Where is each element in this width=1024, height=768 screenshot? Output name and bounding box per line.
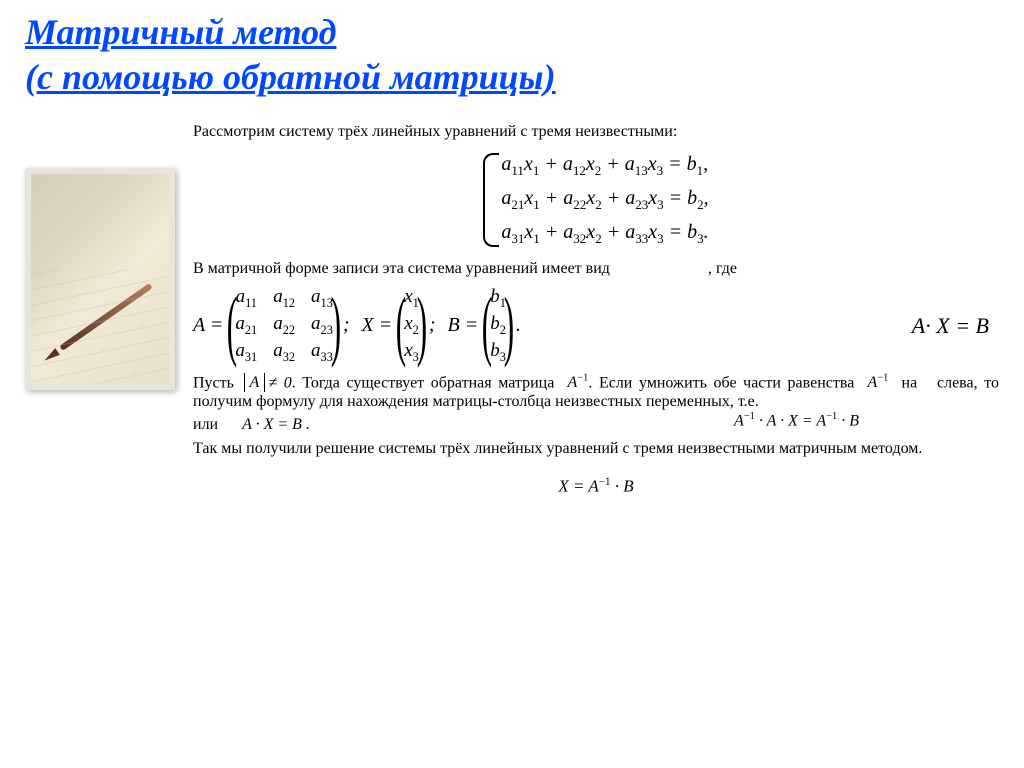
matrix-X: ( x1 x2 x3 ) bbox=[398, 286, 425, 364]
text-body: Рассмотрим систему трёх линейных уравнен… bbox=[193, 118, 999, 497]
system-row-3: a31x1 + a32x2 + a33x3 = b3. bbox=[501, 217, 708, 251]
or-eq: A · X = B . bbox=[242, 416, 310, 433]
matrix-B-after: . bbox=[516, 314, 521, 337]
matrix-X-label: X = bbox=[362, 314, 393, 337]
title-line-2: (с помощью обратной матрицы) bbox=[25, 57, 556, 97]
matrix-B: ( b1 b2 b3 ) bbox=[484, 286, 512, 364]
decorative-photo bbox=[25, 168, 175, 390]
or-text: или bbox=[193, 416, 218, 433]
main-matrix-equation: A· X = B bbox=[912, 313, 999, 339]
final-equation: X = A−1 · B bbox=[193, 476, 999, 497]
system-row-1: a11x1 + a12x2 + a13x3 = b1, bbox=[501, 149, 708, 183]
intro-text: Рассмотрим систему трёх линейных уравнен… bbox=[193, 122, 999, 141]
matrix-B-label: B = bbox=[448, 314, 479, 337]
system-row-2: a21x1 + a22x2 + a23x3 = b2, bbox=[501, 183, 708, 217]
matrices-definition: A = ( a11 a12 a13 a21 a22 a23 a31 a32 a3… bbox=[193, 286, 999, 364]
det-prefix: Пусть bbox=[193, 374, 234, 391]
slide-title: Матричный метод (с помощью обратной матр… bbox=[25, 10, 999, 100]
photo-paper-texture bbox=[31, 269, 169, 385]
det-rest: . Тогда существует обратная матрица A−1.… bbox=[193, 374, 999, 410]
eq-chain: A−1 · A · X = A−1 · B bbox=[734, 411, 859, 431]
matrix-A-after: ; bbox=[343, 314, 350, 337]
matrix-A: ( a11 a12 a13 a21 a22 a23 a31 a32 a33 ) bbox=[229, 286, 339, 364]
det-neq: ≠ 0 bbox=[268, 374, 291, 391]
det-A: A bbox=[244, 373, 266, 392]
or-line: или A · X = B . bbox=[193, 415, 999, 434]
matrix-A-label: A = bbox=[193, 314, 223, 337]
content-area: Рассмотрим систему трёх линейных уравнен… bbox=[25, 118, 999, 497]
matrix-form-text: В матричной форме записи эта система ура… bbox=[193, 259, 999, 278]
matrix-X-after: ; bbox=[429, 314, 436, 337]
title-line-1: Матричный метод bbox=[25, 12, 336, 52]
matrix-form-prefix: В матричной форме записи эта система ура… bbox=[193, 260, 610, 277]
conclusion-text: Так мы получили решение системы трёх лин… bbox=[193, 439, 999, 458]
determinant-para: Пусть A≠ 0. Тогда существует обратная ма… bbox=[193, 373, 999, 412]
equation-system: a11x1 + a12x2 + a13x3 = b1, a21x1 + a22x… bbox=[193, 149, 999, 251]
matrix-form-suffix: , где bbox=[708, 260, 737, 277]
